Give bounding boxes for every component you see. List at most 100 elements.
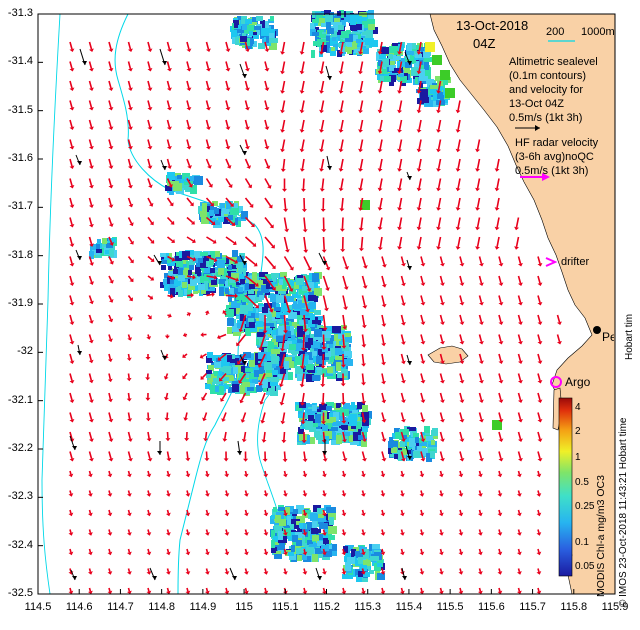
hf-arrowhead	[199, 354, 204, 359]
hf-arrow	[340, 100, 344, 111]
hf-arrowhead	[400, 493, 405, 497]
hf-arrowhead	[381, 419, 387, 423]
chl-pixel	[236, 25, 241, 31]
hf-arrow	[88, 61, 93, 69]
chl-pixel	[358, 557, 363, 564]
hf-arrow	[515, 217, 520, 228]
chl-pixel	[312, 273, 319, 282]
chl-pixel	[108, 238, 116, 243]
altimetry-legend-line-2: (0.1m contours)	[509, 70, 587, 82]
chl-pixel	[96, 244, 100, 250]
hf-arrow	[517, 587, 521, 592]
hf-arrowhead	[245, 126, 250, 130]
hf-arrow	[359, 100, 364, 111]
hf-arrow	[400, 451, 405, 459]
hf-arrowhead	[188, 183, 193, 188]
hf-arrow	[260, 392, 266, 403]
hf-arrowhead	[377, 129, 383, 133]
chl-pixel	[351, 549, 356, 556]
hf-arrow	[457, 158, 461, 169]
hf-arrow	[166, 100, 171, 108]
hf-arrowhead	[455, 246, 461, 250]
hf-arrow	[108, 256, 113, 263]
hf-arrow	[264, 217, 273, 227]
chl-pixel	[307, 282, 314, 290]
hf-arrowhead	[361, 382, 366, 386]
chl-pixel	[257, 291, 263, 297]
hf-arrowhead	[69, 204, 75, 208]
chl-pixel	[228, 265, 232, 270]
chl-pixel	[284, 335, 288, 340]
chl-pixel	[200, 262, 208, 268]
chl-pixel	[300, 309, 309, 315]
hf-arrow	[379, 119, 383, 130]
hf-arrow	[400, 548, 404, 553]
chl-pixel	[275, 538, 280, 547]
hf-arrowhead	[518, 438, 523, 442]
chl-pixel	[223, 217, 230, 224]
hf-arrowhead	[89, 281, 94, 285]
hf-arrowhead	[497, 590, 503, 595]
hf-arrow	[303, 548, 306, 553]
hf-arrowhead	[301, 209, 307, 213]
chl-pixel	[317, 30, 324, 37]
hf-arrow	[498, 509, 501, 514]
hf-arrow	[439, 314, 444, 323]
hf-arrowhead	[107, 571, 113, 575]
chl-pixel	[259, 295, 264, 300]
chl-pixel	[190, 279, 197, 286]
hf-arrow	[359, 61, 364, 72]
chl-pixel	[424, 426, 430, 433]
chl-pixel	[248, 295, 256, 302]
hf-arrowhead	[537, 419, 543, 423]
chl-pixel	[289, 361, 294, 368]
chl-pixel	[254, 318, 260, 323]
hf-arrowhead	[299, 51, 305, 55]
hf-arrow	[379, 158, 383, 169]
hf-arrowhead	[89, 300, 94, 305]
hf-arrow	[186, 197, 193, 205]
chl-pixel	[277, 319, 282, 323]
hf-arrow	[496, 217, 500, 228]
hf-arrow	[398, 80, 403, 91]
chl-pixel	[297, 331, 305, 337]
chl-pixel	[228, 294, 232, 302]
chl-pixel	[342, 347, 351, 356]
chl-pixel	[405, 78, 412, 83]
hf-arrow	[322, 470, 326, 475]
hf-arrow	[381, 392, 385, 401]
hf-arrow	[167, 314, 170, 317]
hf-arrow	[457, 217, 461, 228]
hf-arrow	[320, 41, 325, 52]
hf-arrow	[303, 587, 306, 592]
chl-pixel	[325, 15, 333, 22]
chl-pixel	[278, 531, 283, 540]
hf-arrowhead	[68, 590, 74, 595]
hf-arrowhead	[263, 571, 269, 575]
hf-arrowhead	[245, 87, 250, 91]
chl-pixel	[270, 381, 278, 386]
chl-pixel	[168, 271, 176, 276]
hf-arrow	[186, 236, 194, 242]
chl-pixel	[372, 544, 380, 551]
y-tick-label: -31.7	[7, 200, 33, 213]
hf-arrow	[301, 119, 305, 130]
hf-arrow	[147, 119, 151, 128]
chl-pixel	[97, 239, 101, 244]
hf-arrowhead	[150, 239, 155, 244]
hf-arrowhead	[322, 532, 327, 536]
hf-arrow	[147, 255, 153, 261]
altimetry-arrowhead	[82, 61, 87, 65]
hf-arrowhead	[440, 282, 445, 286]
hf-arrowhead	[128, 48, 133, 52]
hf-arrow	[205, 139, 210, 147]
hf-arrowhead	[497, 512, 503, 517]
hf-arrowhead	[108, 318, 114, 323]
hf-arrow	[205, 529, 209, 534]
chl-pixel	[345, 336, 352, 343]
hf-arrowhead	[186, 48, 192, 52]
hf-arrowhead	[128, 107, 133, 111]
hf-arrowhead	[147, 68, 153, 72]
hf-arrowhead	[204, 458, 210, 462]
hf-arrowhead	[220, 397, 225, 402]
